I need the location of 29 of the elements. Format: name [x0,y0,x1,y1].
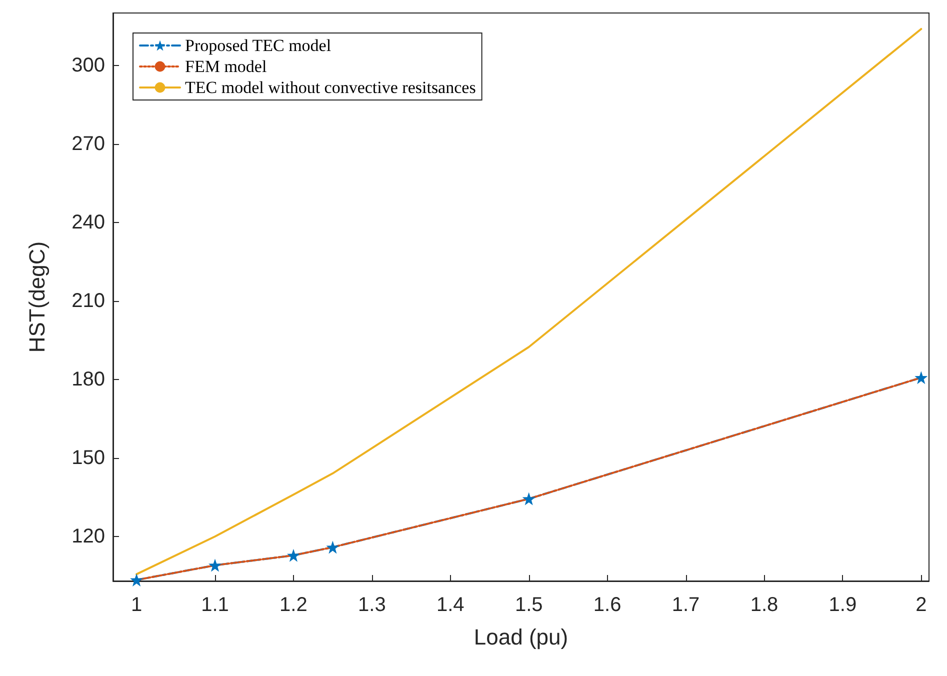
x-tick-label: 1.7 [672,594,700,616]
x-tick-label: 1.9 [828,594,857,616]
y-tick-label: 120 [72,526,105,548]
point [326,540,340,554]
legend-label: Proposed TEC model [185,36,332,55]
point [130,573,144,586]
y-tick-label: 300 [72,54,105,76]
point [286,548,300,562]
x-tick-label: 1.2 [280,594,308,616]
x-tick-label: 1.1 [201,594,229,616]
x-tick-label: 1.8 [750,594,778,616]
y-tick-label: 180 [72,368,105,390]
point [208,558,222,572]
x-tick-label: 1.3 [358,594,386,616]
y-axis-title: HST(degC) [24,241,50,353]
x-tick-label: 1.4 [436,594,464,616]
y-tick-label: 150 [72,446,105,469]
x-axis-title: Load (pu) [474,624,568,650]
y-tick-label: 240 [72,211,105,234]
x-tick-label: 1.5 [514,594,543,616]
y-tick-label: 270 [72,132,105,155]
point [522,492,536,506]
y-tick-label: 210 [72,290,105,312]
x-tick-label: 2 [916,594,927,616]
point [914,371,928,384]
legend-label: FEM model [185,57,267,76]
x-tick-label: 1.6 [593,594,622,616]
legend-label: TEC model without convective resitsances [185,78,476,97]
x-tick-label: 1 [130,594,142,616]
